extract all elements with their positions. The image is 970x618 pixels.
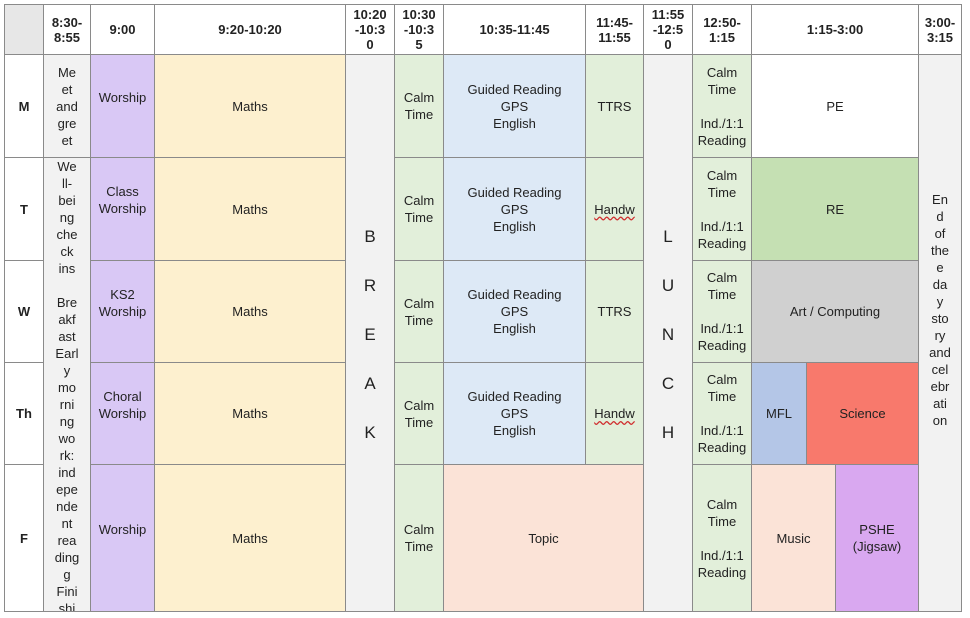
- cell-830-mon: Me et and gre et: [43, 54, 91, 158]
- worship-thu: Choral Worship: [90, 362, 155, 465]
- pe-mon: PE: [751, 54, 919, 158]
- header-time-1035: 10:35-11:45: [443, 4, 586, 55]
- maths-mon: Maths: [154, 54, 346, 158]
- handwriting-tue-label: Handw: [594, 201, 635, 217]
- day-label-fri: F: [4, 464, 44, 612]
- maths-tue: Maths: [154, 157, 346, 261]
- maths-wed: Maths: [154, 260, 346, 363]
- end-of-day-column: En d of the e da y sto ry and cel ebr at…: [918, 54, 962, 612]
- calm-fri: Calm Time: [394, 464, 444, 612]
- mfl-thu: MFL: [751, 362, 807, 465]
- lunch-column: L U N C H: [643, 54, 693, 612]
- day-label-tue: T: [4, 157, 44, 261]
- reading-thu: Calm Time Ind./1:1 Reading: [692, 362, 752, 465]
- worship-wed: KS2 Worship: [90, 260, 155, 363]
- maths-fri: Maths: [154, 464, 346, 612]
- header-time-1030: 10:30 -10:3 5: [394, 4, 444, 55]
- header-corner: [4, 4, 44, 55]
- calm-thu: Calm Time: [394, 362, 444, 465]
- day-label-mon: M: [4, 54, 44, 158]
- handwriting-tue: Handw: [585, 157, 644, 261]
- cell-830-rest: We ll- bei ng che ck ins Bre akf ast Ear…: [43, 157, 91, 612]
- worship-mon: Worship: [90, 54, 155, 158]
- guided-mon: Guided Reading GPS English: [443, 54, 586, 158]
- guided-thu: Guided Reading GPS English: [443, 362, 586, 465]
- reading-wed: Calm Time Ind./1:1 Reading: [692, 260, 752, 363]
- science-thu: Science: [806, 362, 919, 465]
- calm-wed: Calm Time: [394, 260, 444, 363]
- break-column: B R E A K: [345, 54, 395, 612]
- maths-thu: Maths: [154, 362, 346, 465]
- handwriting-thu: Handw: [585, 362, 644, 465]
- day-label-wed: W: [4, 260, 44, 363]
- calm-mon: Calm Time: [394, 54, 444, 158]
- header-time-920: 9:20-10:20: [154, 4, 346, 55]
- header-time-1020: 10:20 -10:3 0: [345, 4, 395, 55]
- header-time-1250: 12:50- 1:15: [692, 4, 752, 55]
- header-time-115: 1:15-3:00: [751, 4, 919, 55]
- header-time-300: 3:00- 3:15: [918, 4, 962, 55]
- ttrs-wed: TTRS: [585, 260, 644, 363]
- worship-tue: Class Worship: [90, 157, 155, 261]
- calm-tue: Calm Time: [394, 157, 444, 261]
- re-tue: RE: [751, 157, 919, 261]
- reading-tue: Calm Time Ind./1:1 Reading: [692, 157, 752, 261]
- day-label-thu: Th: [4, 362, 44, 465]
- guided-tue: Guided Reading GPS English: [443, 157, 586, 261]
- reading-mon: Calm Time Ind./1:1 Reading: [692, 54, 752, 158]
- header-time-830: 8:30- 8:55: [43, 4, 91, 55]
- header-time-1145: 11:45- 11:55: [585, 4, 644, 55]
- art-computing-wed: Art / Computing: [751, 260, 919, 363]
- ttrs-mon: TTRS: [585, 54, 644, 158]
- topic-fri: Topic: [443, 464, 644, 612]
- header-time-1155: 11:55 -12:5 0: [643, 4, 693, 55]
- reading-fri: Calm Time Ind./1:1 Reading: [692, 464, 752, 612]
- music-fri: Music: [751, 464, 836, 612]
- guided-wed: Guided Reading GPS English: [443, 260, 586, 363]
- handwriting-thu-label: Handw: [594, 406, 635, 421]
- worship-fri: Worship: [90, 464, 155, 612]
- pshe-fri: PSHE (Jigsaw): [835, 464, 919, 612]
- header-time-900: 9:00: [90, 4, 155, 55]
